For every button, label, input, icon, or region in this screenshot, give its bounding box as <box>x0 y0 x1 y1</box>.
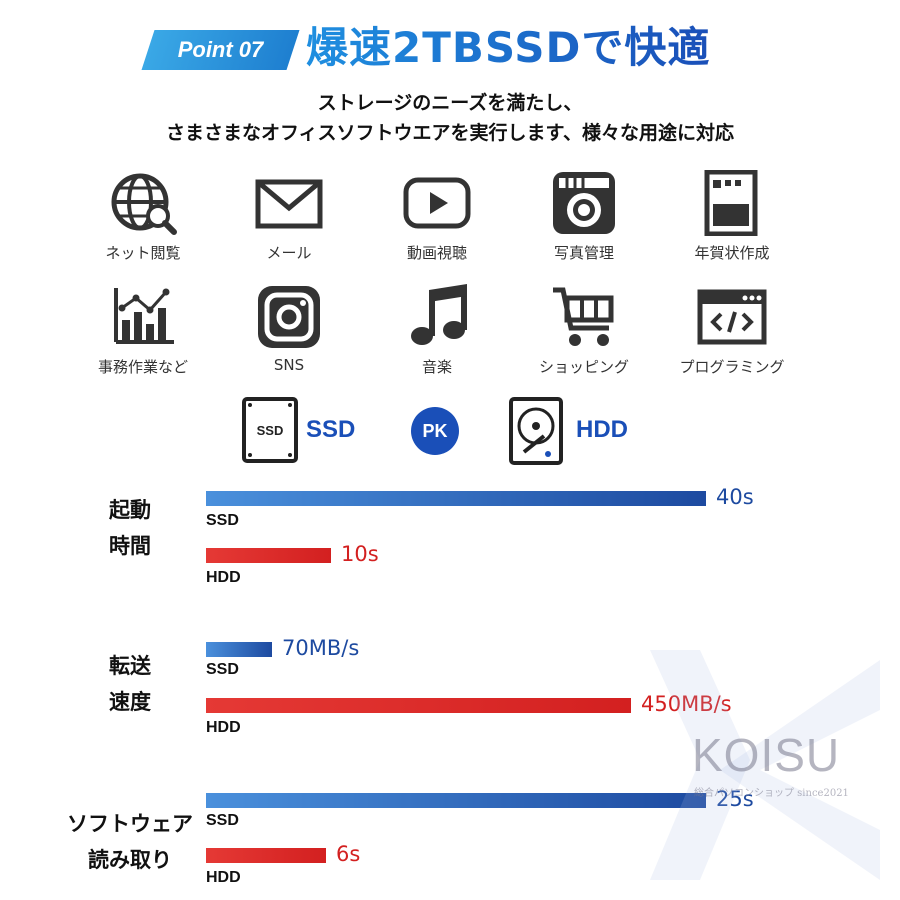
instagram-icon <box>258 286 320 348</box>
music-note-icon <box>411 284 467 345</box>
use-label: 事務作業など <box>97 358 188 376</box>
legend-hdd-label: HDD <box>576 416 628 443</box>
use-item-programming: プログラミング <box>662 284 802 377</box>
use-label: 動画視聴 <box>406 244 467 262</box>
group-label-line: 転送 <box>109 654 151 678</box>
use-label: SNS <box>273 356 305 374</box>
legend-ssd-label: SSD <box>306 416 356 443</box>
watermark-brand: KOISU <box>692 729 841 781</box>
use-item-sns: SNS <box>219 284 359 374</box>
group-label-line: 速度 <box>109 690 151 714</box>
tag-ssd-startup: SSD <box>206 512 239 529</box>
bar-hdd-software <box>206 848 326 863</box>
use-item-shopping: ショッピング <box>514 284 654 377</box>
use-item-music: 音楽 <box>367 284 507 377</box>
value-ssd-software: 25s <box>716 787 754 811</box>
envelope-icon <box>255 179 323 229</box>
sub-line-1: ストレージのニーズを満たし、 <box>317 92 583 114</box>
use-label: ネット閲覧 <box>105 244 181 262</box>
value-hdd-transfer: 450MB/s <box>641 692 732 716</box>
bar-hdd-transfer <box>206 698 631 713</box>
use-label: 年賀状作成 <box>694 244 770 262</box>
tag-hdd-software: HDD <box>206 869 241 886</box>
point-label: Point 07 <box>177 37 264 62</box>
chart-icon <box>114 288 174 344</box>
use-label: 音楽 <box>421 358 452 376</box>
use-label: メール <box>266 244 312 262</box>
use-item-mail: メール <box>219 170 359 263</box>
bar-ssd-software <box>206 793 706 808</box>
use-item-postcard: 年賀状作成 <box>662 170 802 263</box>
use-label: 写真管理 <box>553 244 614 262</box>
postcard-icon <box>704 170 758 236</box>
group-label-software: ソフトウェア 読み取り <box>50 806 210 878</box>
group-label-startup: 起動 時間 <box>80 492 180 564</box>
group-label-transfer: 転送 速度 <box>80 648 180 720</box>
code-window-icon <box>697 289 767 345</box>
tag-ssd-transfer: SSD <box>206 661 239 678</box>
value-ssd-transfer: 70MB/s <box>282 636 360 660</box>
bar-ssd-startup <box>206 491 706 506</box>
ssd-chip-text: SSD <box>256 423 284 438</box>
watermark-logo-icon <box>650 650 880 880</box>
tag-hdd-startup: HDD <box>206 569 241 586</box>
bar-hdd-startup <box>206 548 331 563</box>
group-label-line: ソフトウェア <box>67 812 193 836</box>
camera-icon <box>553 172 615 234</box>
value-ssd-startup: 40s <box>716 485 754 509</box>
pk-badge: PK <box>411 407 459 455</box>
group-label-line: 起動 <box>109 498 151 522</box>
globe-search-icon <box>111 173 177 235</box>
use-item-office: 事務作業など <box>73 284 213 377</box>
sub-line-2: さまさまなオフィスソフトウエアを実行します、様々な用途に対応 <box>165 122 735 144</box>
ssd-drive-icon <box>242 397 298 463</box>
use-label: プログラミング <box>679 358 785 376</box>
value-hdd-startup: 10s <box>341 542 379 566</box>
watermark-sub: 総合パソコンショップ since2021 <box>694 788 849 799</box>
group-label-line: 時間 <box>109 534 151 558</box>
bar-ssd-transfer <box>206 642 272 657</box>
tag-ssd-software: SSD <box>206 812 239 829</box>
use-label: ショッピング <box>538 358 629 376</box>
use-item-photo: 写真管理 <box>514 170 654 263</box>
use-item-video: 動画視聴 <box>367 170 507 263</box>
group-label-line: 読み取り <box>88 848 172 872</box>
hdd-drive-icon <box>509 397 563 465</box>
headline: 爆速2TBSSDで快適 <box>306 18 710 78</box>
video-play-icon <box>403 177 471 229</box>
shopping-cart-icon <box>553 287 614 346</box>
point-badge: Point 07 <box>141 30 300 70</box>
use-item-browsing: ネット閲覧 <box>73 170 213 263</box>
tag-hdd-transfer: HDD <box>206 719 241 736</box>
value-hdd-software: 6s <box>336 842 361 866</box>
